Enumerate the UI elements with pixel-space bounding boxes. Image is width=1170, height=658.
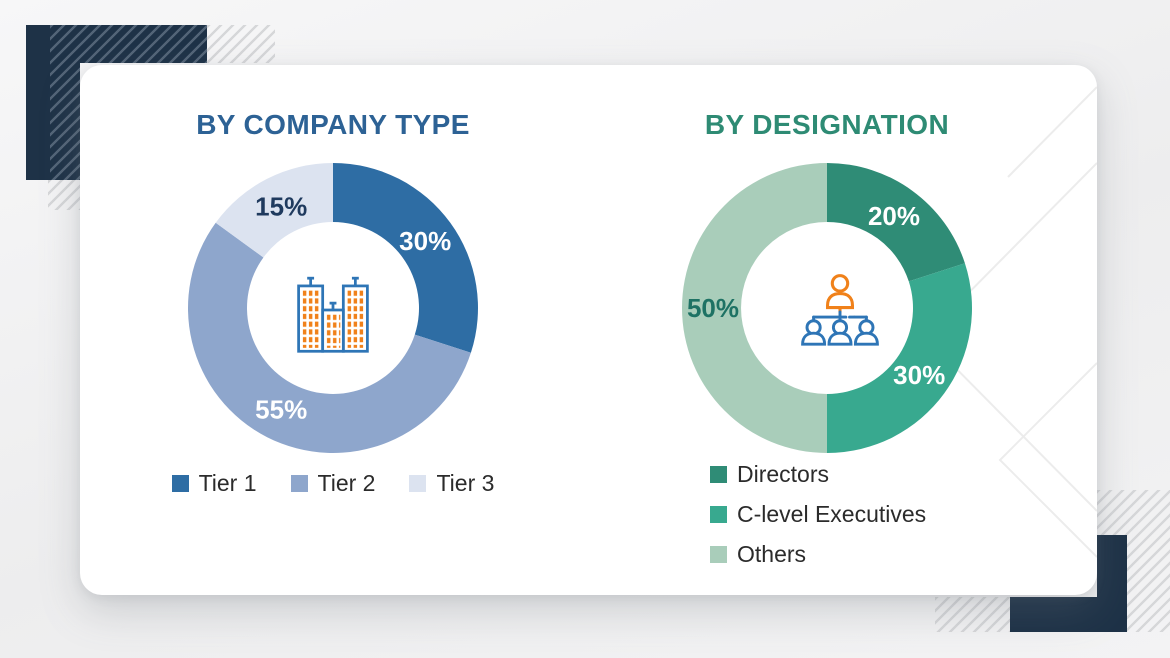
donut-chart-designation: 20% 30% 50% [682,163,972,453]
legend-label-others: Others [737,541,807,567]
chart-title-designation: BY DESIGNATION [704,109,950,140]
donut-slice-tier-2 [187,222,471,453]
donut-slice-others [682,163,827,453]
legend-designation: Directors C-level Executives Others [710,461,926,568]
legend-item-tier-2: Tier 2 [290,470,376,497]
donut-slice-tier-3 [215,163,333,258]
legend-swatch-tier-2 [290,475,308,492]
legend-item-tier-3: Tier 3 [409,470,494,497]
legend-label-tier-3: Tier 3 [436,470,495,496]
donut-slice-c-level-executives [827,263,972,453]
legend-item-others: Others [710,541,926,568]
card: BY COMPANY TYPE BY DESIGNATION 30% 55% 15%… [80,65,1097,595]
slice-value-label-directors: 20% [868,201,920,231]
slice-value-label-tier-3: 15% [255,191,307,221]
donut-slice-directors [827,163,965,282]
corner-deco-top-left-solid-strip [26,25,50,180]
legend-label-tier-2: Tier 2 [317,470,376,496]
legend-label-tier-1: Tier 1 [198,470,257,496]
legend-label-c-level-executives: C-level Executives [737,501,927,527]
buildings-icon [290,267,376,353]
slice-value-label-tier-1: 30% [399,226,451,256]
legend-item-c-level-executives: C-level Executives [710,501,926,528]
org-chart-icon [796,272,884,346]
corner-deco-bottom-right-gray-hatch-bar [935,597,1010,632]
chevron-line [998,362,1097,558]
chevron-line [1007,86,1097,178]
chart-title-company-type: BY COMPANY TYPE [196,109,470,140]
legend-swatch-tier-3 [409,475,427,492]
legend-swatch-tier-1 [171,475,189,492]
legend-label-directors: Directors [737,461,830,487]
slice-value-label-tier-2: 55% [255,395,307,425]
legend-swatch-c-level-executives [710,506,727,523]
legend-item-directors: Directors [710,461,926,488]
legend-swatch-others [710,546,727,563]
corner-deco-top-left-gray-hatch-right [207,25,275,63]
slice-value-label-c-level-executives: 30% [893,360,945,390]
slice-value-label-others: 50% [687,293,739,323]
legend-item-tier-1: Tier 1 [171,470,257,497]
donut-chart-company-type: 30% 55% 15% [187,163,478,453]
legend-company-type: Tier 1 Tier 2 Tier 3 [153,470,513,497]
donut-slice-tier-1 [333,163,478,353]
corner-deco-top-left-gray-hatch-bottom [48,180,80,210]
corner-deco-bottom-right-bar [1010,597,1127,632]
legend-swatch-directors [710,466,727,483]
